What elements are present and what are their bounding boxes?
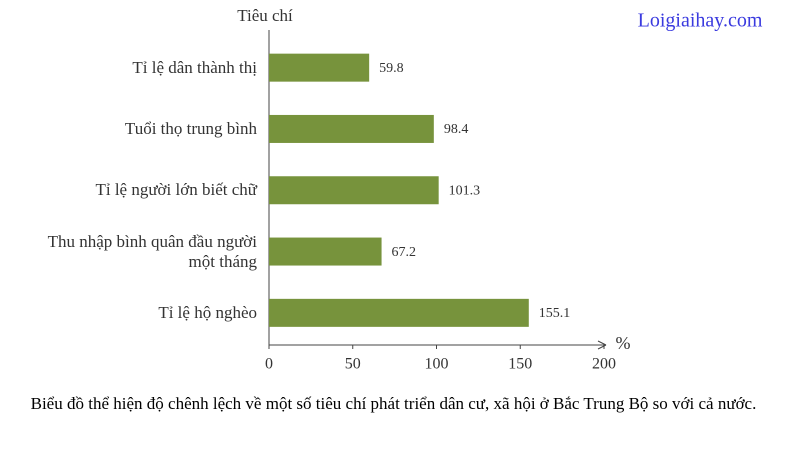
bar (269, 237, 382, 266)
value-label: 67.2 (392, 245, 417, 260)
bar (269, 176, 439, 205)
y-tick-label: Tỉ lệ dân thành thị (132, 57, 257, 77)
x-tick-label: 0 (265, 356, 273, 373)
x-tick-label: 150 (508, 356, 532, 373)
y-tick-label: Tuổi thọ trung bình (124, 118, 257, 138)
y-tick-label: Thu nhập bình quân đầu người một tháng (47, 231, 257, 271)
x-tick-label: 50 (345, 356, 361, 373)
x-tick-label: 100 (425, 356, 449, 373)
value-label: 101.3 (449, 183, 481, 198)
value-label: 155.1 (539, 306, 571, 321)
y-tick-label: Tỉ lệ người lớn biết chữ (95, 180, 257, 200)
y-axis-title: Tiêu chí (237, 6, 293, 25)
value-label: 59.8 (379, 61, 404, 76)
bar (269, 53, 370, 82)
x-tick-label: 200 (592, 356, 616, 373)
watermark: Loigiaihay.com (638, 10, 763, 32)
y-tick-label: Tỉ lệ hộ nghèo (158, 302, 257, 322)
bar (269, 114, 434, 143)
axis-arrow (597, 340, 607, 350)
value-label: 98.4 (444, 122, 469, 137)
x-axis-unit: % (616, 333, 631, 353)
bar (269, 298, 529, 327)
caption: Biểu đồ thể hiện độ chênh lệch về một số… (30, 394, 757, 413)
